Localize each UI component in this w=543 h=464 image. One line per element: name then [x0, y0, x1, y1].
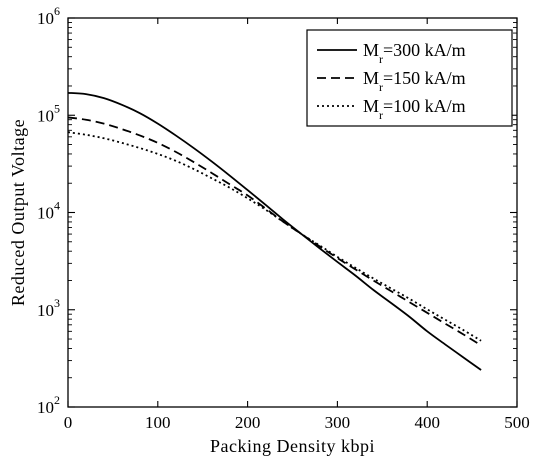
legend-entries: Mr=300 kA/mMr=150 kA/mMr=100 kA/m [317, 40, 466, 122]
y-axis-title: Reduced Output Voltage [8, 119, 28, 306]
legend-box [306, 29, 513, 127]
x-tick-label: 200 [235, 413, 261, 432]
legend-label-2: Mr=150 kA/m [363, 68, 466, 94]
x-tick-label: 100 [145, 413, 171, 432]
x-tick-labels: 0 100 200 300 400 500 [64, 413, 530, 432]
series-line-1 [67, 91, 482, 371]
x-tick-label: 0 [64, 413, 73, 432]
legend-label-3: Mr=100 kA/m [363, 96, 466, 122]
x-axis-title: Packing Density kbpi [210, 436, 375, 456]
series-line-2 [67, 116, 482, 347]
legend: Mr=300 kA/mMr=150 kA/mMr=100 kA/m [306, 29, 513, 127]
series-layer [67, 91, 482, 371]
series-line-3 [67, 131, 482, 342]
y-tick-label: 106 [37, 4, 60, 28]
y-tick-label: 104 [37, 199, 60, 223]
x-tick-label: 500 [504, 413, 530, 432]
x-tick-label: 300 [325, 413, 351, 432]
y-tick-labels: 102 103 104 105 106 [37, 4, 60, 417]
y-tick-label: 105 [37, 101, 60, 125]
plot-area [67, 17, 518, 408]
x-tick-label: 400 [414, 413, 440, 432]
y-tick-label: 102 [37, 393, 60, 417]
legend-label-1: Mr=300 kA/m [363, 40, 466, 66]
y-tick-label: 103 [37, 296, 60, 320]
ticks-layer [67, 17, 518, 408]
